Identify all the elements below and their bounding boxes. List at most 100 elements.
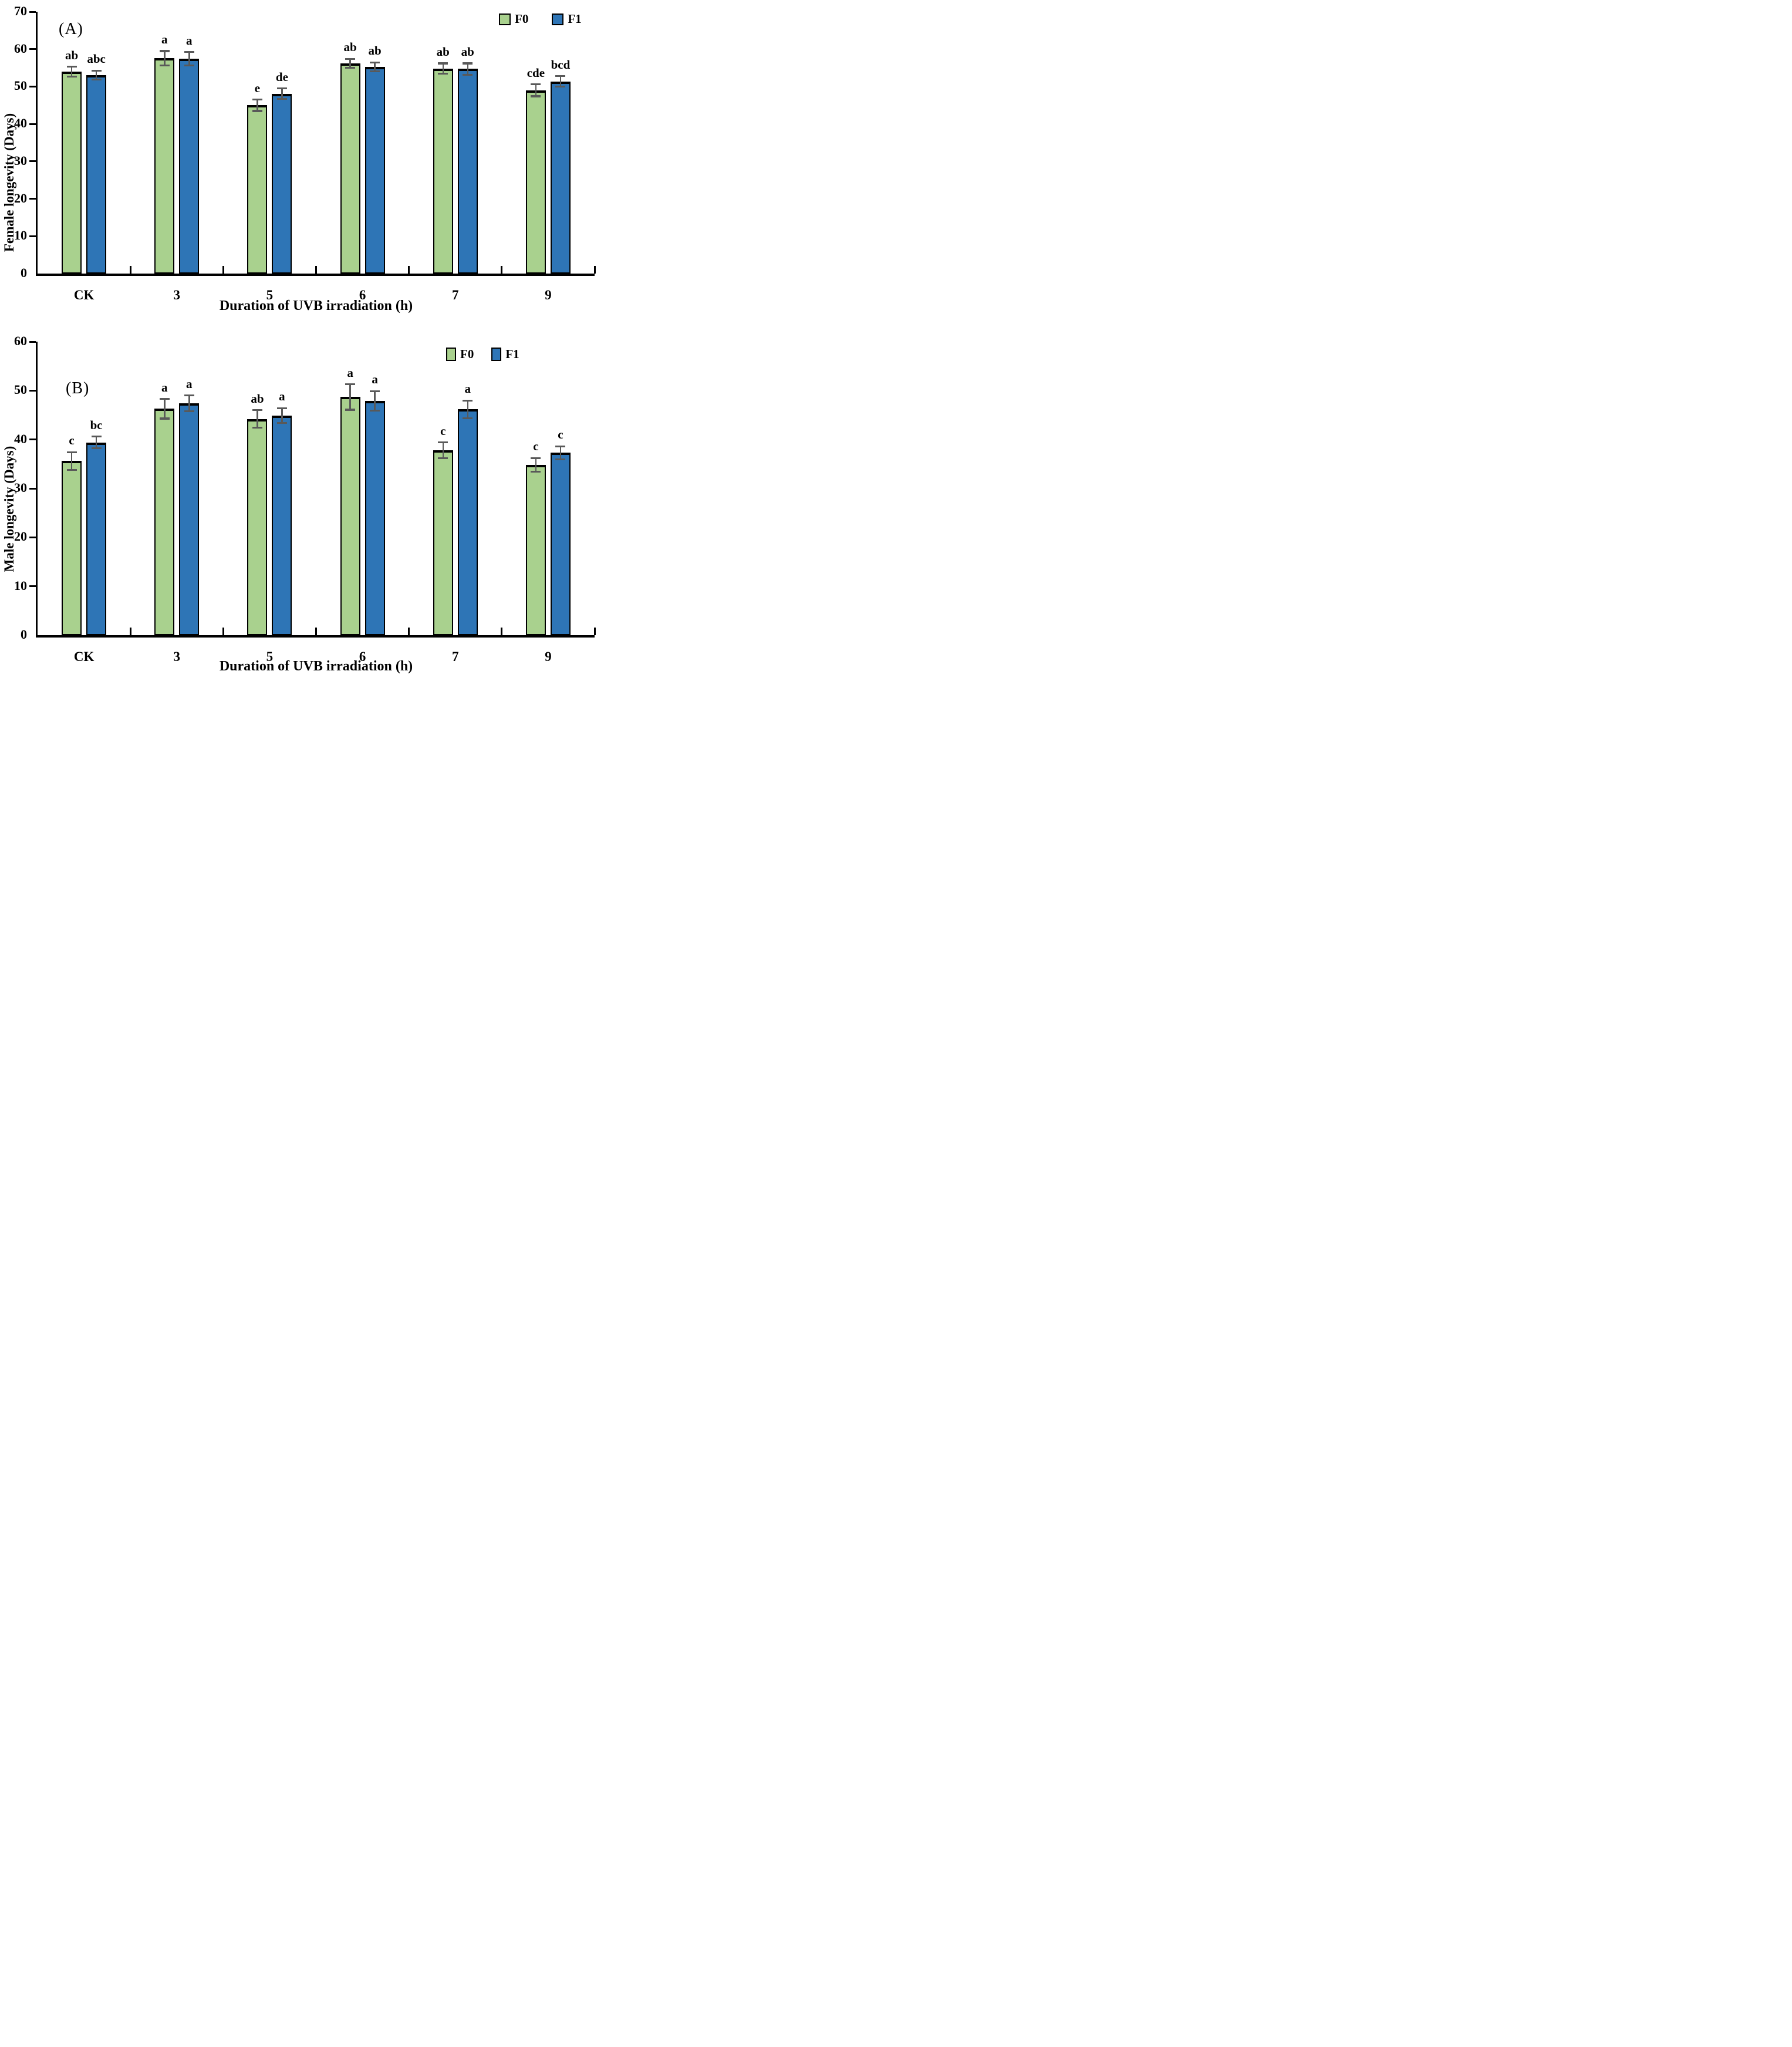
panel-b-x-tick-label-5: 5	[266, 649, 274, 664]
panel-b-x-axis-title: Duration of UVB irradiation (h)	[219, 659, 413, 674]
error-bar-cap-top	[159, 398, 170, 400]
error-bar-cap-top	[345, 383, 356, 386]
panel-a-y-tick-label-20: 20	[14, 190, 27, 205]
panel-b-y-tick-label-0: 0	[21, 627, 27, 642]
error-bar-cap-bottom	[159, 417, 170, 420]
bar-f0-6-panel-a	[340, 63, 360, 274]
error-bar-cap-bottom	[66, 468, 77, 471]
sig-letter-f1-9-panel-b: c	[558, 427, 563, 442]
error-bar-f0-7-panel-a	[442, 63, 444, 74]
error-bar-f0-9-panel-b	[535, 458, 537, 472]
panel-b-legend: F0 F1	[446, 348, 519, 361]
sig-letter-f0-7-panel-a: ab	[436, 44, 450, 59]
panel-b-x-minor-tick-2	[222, 628, 224, 635]
panel-a-x-minor-tick-2	[222, 266, 224, 274]
panel-b-y-tick-label-10: 10	[14, 578, 27, 593]
panel-a-y-tick-10	[29, 235, 36, 237]
panel-b-x-minor-tick-4	[408, 628, 410, 635]
panel-a-y-tick-label-10: 10	[14, 228, 27, 243]
sig-letter-f1-7-panel-b: a	[464, 382, 471, 396]
panel-b-y-tick-label-60: 60	[14, 333, 27, 348]
panel-b-x-tick-label-3: 3	[173, 649, 180, 664]
error-bar-f1-3-panel-a	[188, 52, 190, 66]
error-bar-cap-bottom	[531, 95, 541, 97]
error-bar-cap-bottom	[345, 67, 356, 69]
panel-a-x-minor-tick-3	[315, 266, 317, 274]
panel-b-x-tick-label-7: 7	[451, 649, 459, 664]
sig-letter-f1-5-panel-a: de	[275, 69, 288, 84]
bar-f0-5-panel-b	[247, 419, 268, 635]
sig-letter-f0-9-panel-a: cde	[527, 65, 545, 80]
sig-letter-f0-5-panel-a: e	[254, 80, 261, 95]
error-bar-cap-top	[159, 50, 170, 52]
error-bar-cap-bottom	[463, 417, 473, 419]
panel-a-y-tick-label-60: 60	[14, 41, 27, 56]
error-bar-f0-5-panel-a	[257, 99, 258, 111]
panel-b-y-tick-label-50: 50	[14, 382, 27, 397]
bar-f1-5-panel-b	[272, 415, 292, 635]
panel-a-y-tick-label-50: 50	[14, 78, 27, 93]
sig-letter-f0-3-panel-a: a	[161, 32, 168, 46]
panel-b-x-minor-tick-6	[593, 628, 596, 635]
error-bar-cap-bottom	[252, 427, 262, 429]
panel-a-x-tick-label-9: 9	[545, 288, 552, 302]
sig-letter-f1-7-panel-a: ab	[461, 44, 474, 59]
error-bar-cap-top	[252, 409, 262, 412]
error-bar-f1-5-panel-b	[281, 408, 283, 423]
panel-b-x-axis-line	[36, 635, 595, 638]
error-bar-cap-top	[345, 58, 356, 60]
error-bar-cap-bottom	[252, 110, 262, 112]
panel-a-x-tick-label-5: 5	[266, 288, 274, 302]
legend-item-f1: F1	[491, 348, 519, 361]
panel-a-y-tick-40	[29, 123, 36, 125]
error-bar-f0-ck-panel-a	[70, 66, 73, 77]
bar-f0-7-panel-b	[433, 450, 453, 635]
panel-a-x-minor-tick-1	[129, 266, 131, 274]
panel-b-x-tick-label-ck: CK	[73, 649, 95, 664]
error-bar-f1-7-panel-b	[467, 400, 468, 418]
error-bar-cap-bottom	[531, 471, 541, 473]
sig-letter-f0-6-panel-b: a	[347, 365, 353, 380]
error-bar-f0-ck-panel-b	[70, 452, 73, 470]
panel-a-x-minor-tick-6	[593, 266, 596, 274]
sig-letter-f0-7-panel-b: c	[440, 423, 446, 438]
error-bar-cap-top	[555, 445, 566, 448]
bar-f0-ck-panel-b	[62, 461, 82, 635]
error-bar-f1-9-panel-b	[559, 446, 562, 459]
panel-b-x-minor-tick-5	[501, 628, 503, 635]
error-bar-cap-bottom	[555, 85, 566, 88]
bar-f0-5-panel-a	[247, 105, 268, 274]
error-bar-cap-bottom	[66, 75, 77, 77]
panel-a-y-tick-60	[29, 48, 36, 50]
error-bar-cap-bottom	[184, 65, 194, 67]
panel-a-x-tick-label-6: 6	[359, 288, 366, 302]
sig-letter-f0-3-panel-b: a	[161, 380, 168, 394]
panel-a-y-tick-label-40: 40	[14, 116, 27, 131]
bar-f1-7-panel-b	[457, 409, 478, 635]
sig-letter-f1-ck-panel-b: bc	[90, 417, 103, 432]
error-bar-cap-top	[276, 87, 287, 90]
dual-panel-bar-figure: (A) Female longevity (Days) Duration of …	[0, 0, 598, 683]
panel-a-legend: F0 F1	[499, 13, 582, 25]
bar-f1-ck-panel-b	[86, 442, 107, 635]
sig-letter-f1-ck-panel-a: abc	[87, 52, 106, 66]
panel-b-y-tick-10	[29, 585, 36, 588]
sig-letter-f0-ck-panel-b: c	[69, 433, 75, 448]
panel-b-x-minor-tick-3	[315, 628, 317, 635]
error-bar-cap-bottom	[91, 78, 102, 80]
panel-b-y-tick-60	[29, 340, 36, 343]
legend-swatch-f0	[446, 348, 456, 361]
error-bar-cap-bottom	[370, 70, 380, 72]
error-bar-cap-bottom	[91, 447, 102, 450]
error-bar-cap-top	[91, 69, 102, 72]
error-bar-cap-bottom	[184, 410, 194, 413]
panel-a-x-minor-tick-4	[408, 266, 410, 274]
panel-b-y-axis-line	[36, 342, 38, 638]
bar-f1-6-panel-a	[365, 66, 385, 274]
panel-a-y-axis-line	[36, 12, 38, 276]
error-bar-cap-top	[184, 394, 194, 397]
error-bar-cap-top	[438, 441, 448, 444]
sig-letter-f0-9-panel-b: c	[533, 439, 539, 454]
bar-f1-5-panel-a	[272, 93, 292, 274]
bar-f0-3-panel-b	[154, 409, 175, 635]
